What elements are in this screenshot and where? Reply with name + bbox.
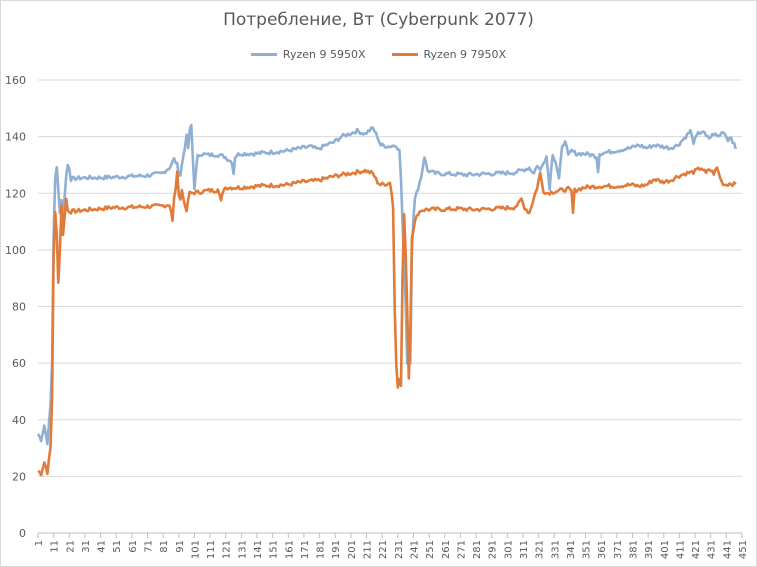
x-tick-label: 321 [535,540,546,559]
x-tick-label: 351 [582,540,593,559]
x-tick-label: 421 [691,540,702,559]
x-tick-label: 441 [722,540,733,559]
x-tick-label: 111 [206,540,217,559]
legend: Ryzen 9 5950X Ryzen 9 7950X [0,48,757,61]
grid-lines [38,79,742,534]
legend-label-series-1: Ryzen 9 5950X [282,48,366,61]
x-tick-label: 361 [597,540,608,559]
legend-swatch-series-2 [391,53,418,56]
x-tick-label: 231 [394,540,405,559]
legend-swatch-series-1 [250,53,277,56]
x-tick-label: 211 [363,540,374,559]
x-tick-label: 391 [644,540,655,559]
x-tick-label: 21 [65,540,76,553]
x-tick-label: 11 [50,540,61,553]
chart-title: Потребление, Вт (Cyberpunk 2077) [223,10,534,30]
series-lines [36,123,737,477]
x-tick-label: 381 [628,540,639,559]
x-tick-label: 91 [175,540,186,553]
y-tick-label: 120 [5,187,26,200]
y-tick-label: 40 [12,414,26,427]
x-tick-label: 411 [675,540,686,559]
y-tick-label: 100 [5,244,26,257]
x-tick-label: 61 [128,540,139,553]
y-tick-label: 140 [5,131,26,144]
x-tick-label: 261 [441,540,452,559]
x-tick-label: 51 [112,540,123,553]
x-tick-label: 281 [472,540,483,559]
x-tick-label: 141 [253,540,264,559]
x-tick-label: 101 [190,540,201,559]
y-tick-label: 80 [12,301,26,314]
x-tick-label: 41 [97,540,108,553]
x-tick-label: 341 [566,540,577,559]
x-tick-label: 431 [707,540,718,559]
x-tick-label: 161 [284,540,295,559]
x-tick-label: 191 [331,540,342,559]
x-tick-label: 201 [347,540,358,559]
x-tick-label: 151 [269,540,280,559]
y-tick-label: 60 [12,357,26,370]
x-tick-label: 371 [613,540,624,559]
x-tick-label: 241 [409,540,420,559]
legend-label-series-2: Ryzen 9 7950X [423,48,507,61]
x-tick-label: 1 [34,540,45,546]
y-axis: 0 20 40 60 80 100 120 140 160 [5,74,26,540]
x-tick-label: 331 [550,540,561,559]
x-tick-label: 271 [456,540,467,559]
y-tick-label: 20 [12,470,26,483]
legend-item-series-1: Ryzen 9 5950X [250,48,366,61]
x-tick-label: 221 [378,540,389,559]
x-tick-label: 291 [488,540,499,559]
legend-item-series-2: Ryzen 9 7950X [391,48,507,61]
x-tick-label: 251 [425,540,436,559]
x-axis: 1 11 21 31 41 51 61 71 81 91 101 111 121 131 141 151 161… [34,533,749,559]
x-tick-label: 171 [300,540,311,559]
x-tick-label: 31 [81,540,92,553]
series-line-2 [37,166,737,477]
x-tick-label: 121 [222,540,233,559]
y-tick-label: 0 [19,527,26,540]
x-tick-label: 81 [159,540,170,553]
x-tick-label: 71 [144,540,155,553]
y-tick-label: 160 [5,74,26,87]
x-tick-label: 401 [660,540,671,559]
x-tick-label: 311 [519,540,530,559]
x-tick-label: 131 [237,540,248,559]
x-tick-label: 301 [503,540,514,559]
x-tick-label: 451 [738,540,749,559]
series-line-1 [36,123,737,446]
x-tick-label: 181 [316,540,327,559]
